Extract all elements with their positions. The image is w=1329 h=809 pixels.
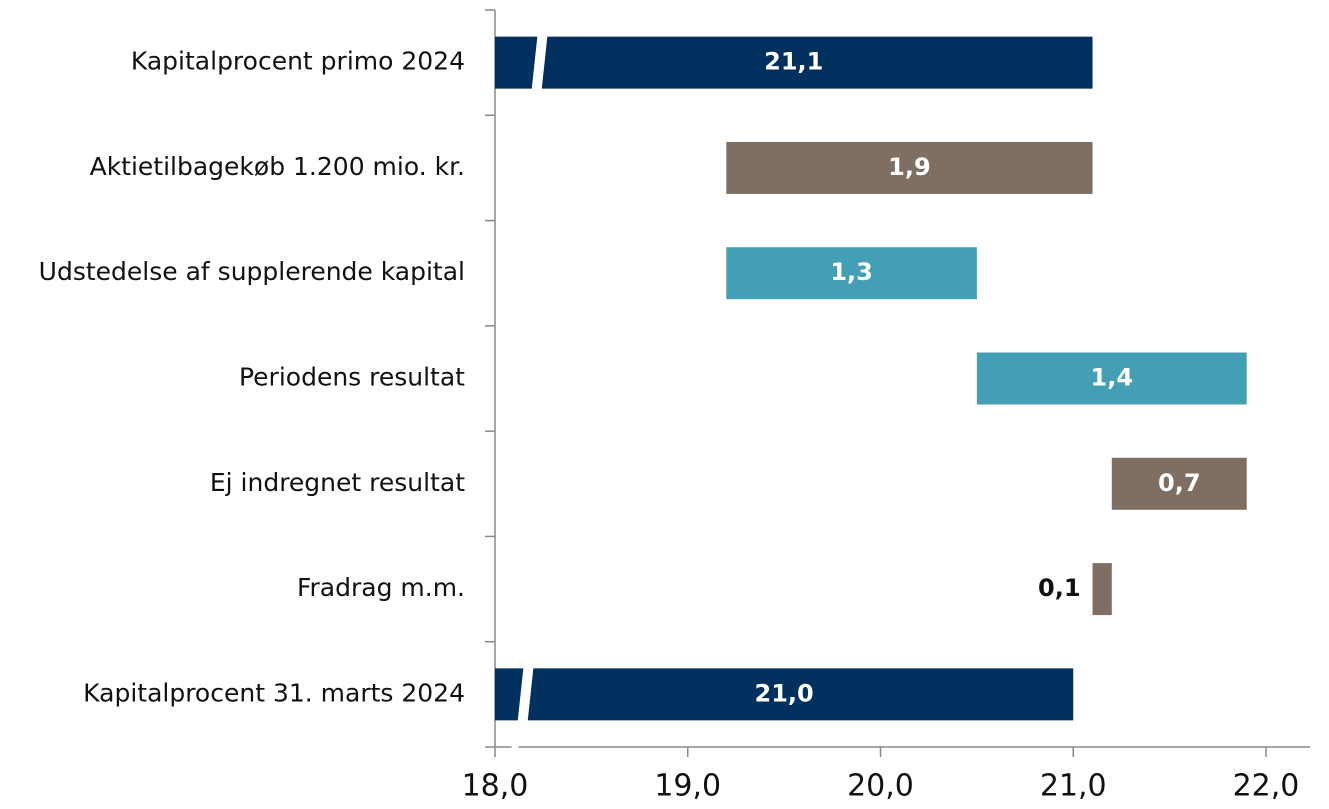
axis-break [509, 739, 521, 755]
category-label: Periodens resultat [239, 363, 465, 392]
x-tick-label: 22,0 [1233, 769, 1300, 804]
bar [976, 352, 1247, 405]
category-label: Ej indregnet resultat [210, 468, 465, 497]
category-label: Aktietilbagekøb 1.200 mio. kr. [90, 152, 465, 181]
category-label: Kapitalprocent primo 2024 [131, 47, 465, 76]
x-tick-label: 21,0 [1040, 769, 1107, 804]
category-label: Fradrag m.m. [297, 573, 465, 602]
value-label: 21,1 [764, 48, 823, 76]
value-label: 1,4 [1091, 364, 1134, 392]
axis-break [531, 34, 548, 91]
bar [495, 36, 1093, 89]
x-tick-label: 18,0 [462, 769, 529, 804]
x-tick-label: 20,0 [847, 769, 914, 804]
value-label: 0,1 [1038, 574, 1081, 602]
bar [1092, 563, 1112, 616]
bar [726, 247, 977, 300]
axis-break [517, 666, 534, 723]
category-label: Udstedelse af supplerende kapital [39, 257, 465, 286]
category-label: Kapitalprocent 31. marts 2024 [83, 678, 465, 707]
value-label: 21,0 [755, 679, 814, 707]
value-label: 1,9 [888, 153, 931, 181]
bar [1111, 457, 1247, 510]
bar [726, 141, 1093, 194]
bar [495, 668, 1074, 721]
x-tick-label: 19,0 [654, 769, 721, 804]
value-label: 0,7 [1158, 469, 1201, 497]
value-label: 1,3 [830, 258, 873, 286]
